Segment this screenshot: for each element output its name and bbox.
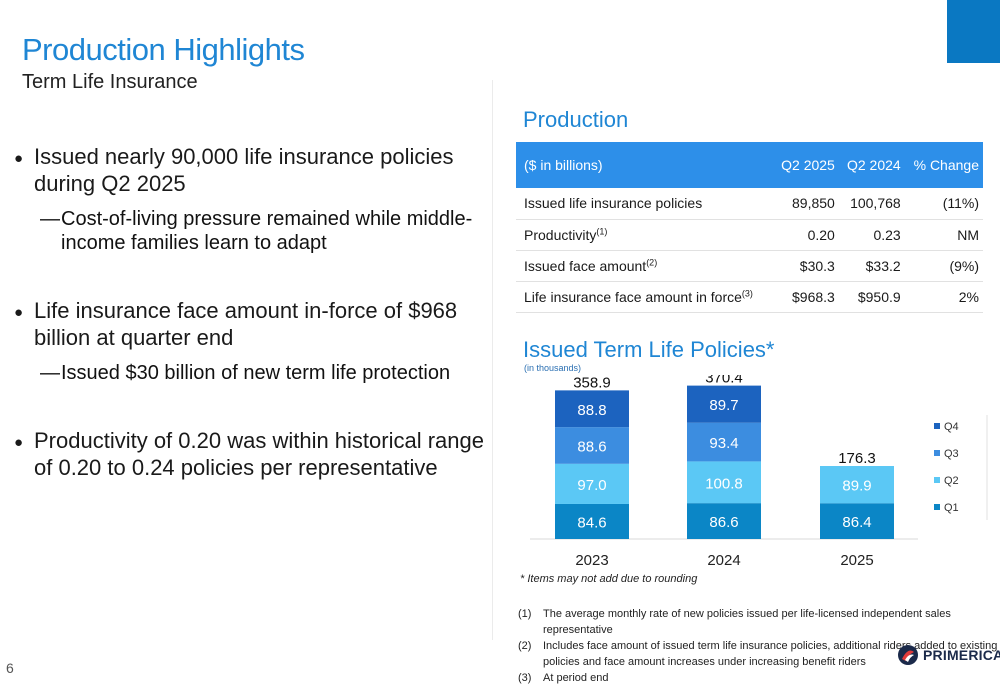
footnotes: (1) The average monthly rate of new polic… — [518, 606, 998, 685]
table-row: Issued life insurance policies 89,850 10… — [516, 188, 983, 220]
table-cell: 0.20 — [773, 219, 839, 251]
bar-segment-q4 — [555, 390, 629, 428]
chart-subtitle: (in thousands) — [524, 363, 582, 373]
bar-total-label: 358.9 — [573, 375, 611, 391]
corner-accent-block — [947, 0, 1000, 63]
highlights-list: Issued nearly 90,000 life insurance poli… — [14, 143, 484, 523]
bar-value-label: 97.0 — [577, 477, 606, 494]
bar-value-label: 100.8 — [705, 475, 743, 492]
bar-segment-q3 — [687, 422, 761, 462]
production-table: ($ in billions) Q2 2025 Q2 2024 % Change… — [516, 142, 983, 313]
column-header: Q2 2025 — [773, 142, 839, 188]
table-cell: 89,850 — [773, 188, 839, 220]
legend-label: Q3 — [944, 448, 959, 460]
bar-segment-q1 — [555, 503, 629, 539]
table-row: Life insurance face amount in force(3) $… — [516, 281, 983, 313]
legend-swatch-q2 — [934, 477, 940, 483]
table-cell: $33.2 — [838, 250, 905, 282]
bar-value-label: 88.6 — [577, 438, 606, 455]
table-cell: 2% — [904, 281, 983, 313]
bar-value-label: 89.7 — [709, 397, 738, 414]
bar-value-label: 84.6 — [577, 514, 606, 531]
bar-value-label: 88.8 — [577, 402, 606, 419]
row-label: Issued face amount(2) — [516, 250, 773, 282]
bar-total-label: 370.4 — [705, 375, 743, 387]
bar-segment-q2 — [555, 463, 629, 504]
table-cell: (11%) — [904, 188, 983, 220]
legend-label: Q2 — [944, 475, 959, 487]
column-header: % Change — [904, 142, 983, 188]
legend-swatch-q3 — [934, 450, 940, 456]
highlight-sub-bullet: Issued $30 billion of new term life prot… — [14, 361, 484, 385]
legend-swatch-q1 — [934, 504, 940, 510]
bar-segment-q4 — [687, 385, 761, 423]
bar-value-label: 86.4 — [842, 514, 871, 531]
primerica-logo: PRIMERICA® — [897, 644, 1000, 666]
bar-value-label: 89.9 — [842, 478, 871, 495]
highlight-bullet: Productivity of 0.20 was within historic… — [14, 427, 484, 481]
table-row: Productivity(1) 0.20 0.23 NM — [516, 219, 983, 251]
rounding-footnote: * Items may not add due to rounding — [520, 573, 698, 585]
highlight-group: Issued nearly 90,000 life insurance poli… — [14, 143, 484, 255]
x-tick-label: 2024 — [707, 552, 740, 569]
highlight-sub-bullet: Cost-of-living pressure remained while m… — [14, 207, 484, 255]
table-cell: NM — [904, 219, 983, 251]
bar-total-label: 176.3 — [838, 450, 876, 467]
bar-segment-q2 — [820, 466, 894, 504]
page-subtitle: Term Life Insurance — [22, 71, 198, 93]
table-cell: $968.3 — [773, 281, 839, 313]
table-cell: 100,768 — [838, 188, 905, 220]
row-label: Productivity(1) — [516, 219, 773, 251]
legend-label: Q4 — [944, 421, 959, 433]
bar-segment-q1 — [687, 503, 761, 539]
highlight-bullet: Issued nearly 90,000 life insurance poli… — [14, 143, 484, 197]
bar-segment-q1 — [820, 503, 894, 539]
chart-title: Issued Term Life Policies* — [523, 337, 775, 362]
bar-segment-q3 — [555, 427, 629, 464]
table-cell: 0.23 — [838, 219, 905, 251]
bar-value-label: 93.4 — [709, 435, 738, 452]
x-tick-label: 2025 — [840, 552, 873, 569]
legend-swatch-q4 — [934, 423, 940, 429]
row-label: Issued life insurance policies — [516, 188, 773, 220]
footnote-item: (2) Includes face amount of issued term l… — [518, 640, 998, 668]
column-header: Q2 2024 — [838, 142, 905, 188]
page-title: Production Highlights — [22, 32, 305, 67]
column-header: ($ in billions) — [516, 142, 773, 188]
table-header-row: ($ in billions) Q2 2025 Q2 2024 % Change — [516, 142, 983, 188]
table-cell: (9%) — [904, 250, 983, 282]
primerica-logo-icon — [898, 645, 918, 665]
bar-segment-q2 — [687, 461, 761, 504]
highlight-group: Productivity of 0.20 was within historic… — [14, 427, 484, 481]
page-number: 6 — [6, 660, 14, 676]
footnote-item: (1) The average monthly rate of new polic… — [518, 608, 951, 636]
table-cell: $30.3 — [773, 250, 839, 282]
column-divider — [492, 80, 493, 640]
production-heading: Production — [523, 107, 629, 132]
policies-stacked-bar-chart: 84.6 97.0 88.6 88.8 358.9 2023 86.6 100.8 93.4 89… — [530, 375, 988, 569]
bar-value-label: 86.6 — [709, 514, 738, 531]
table-row: Issued face amount(2) $30.3 $33.2 (9%) — [516, 250, 983, 282]
row-label: Life insurance face amount in force(3) — [516, 281, 773, 313]
highlight-bullet: Life insurance face amount in-force of $… — [14, 297, 484, 351]
legend-label: Q1 — [944, 502, 959, 514]
logo-wordmark: PRIMERICA® — [923, 647, 1000, 663]
table-cell: $950.9 — [838, 281, 905, 313]
highlight-group: Life insurance face amount in-force of $… — [14, 297, 484, 385]
footnote-item: (3) At period end — [518, 672, 609, 684]
x-tick-label: 2023 — [575, 552, 608, 569]
